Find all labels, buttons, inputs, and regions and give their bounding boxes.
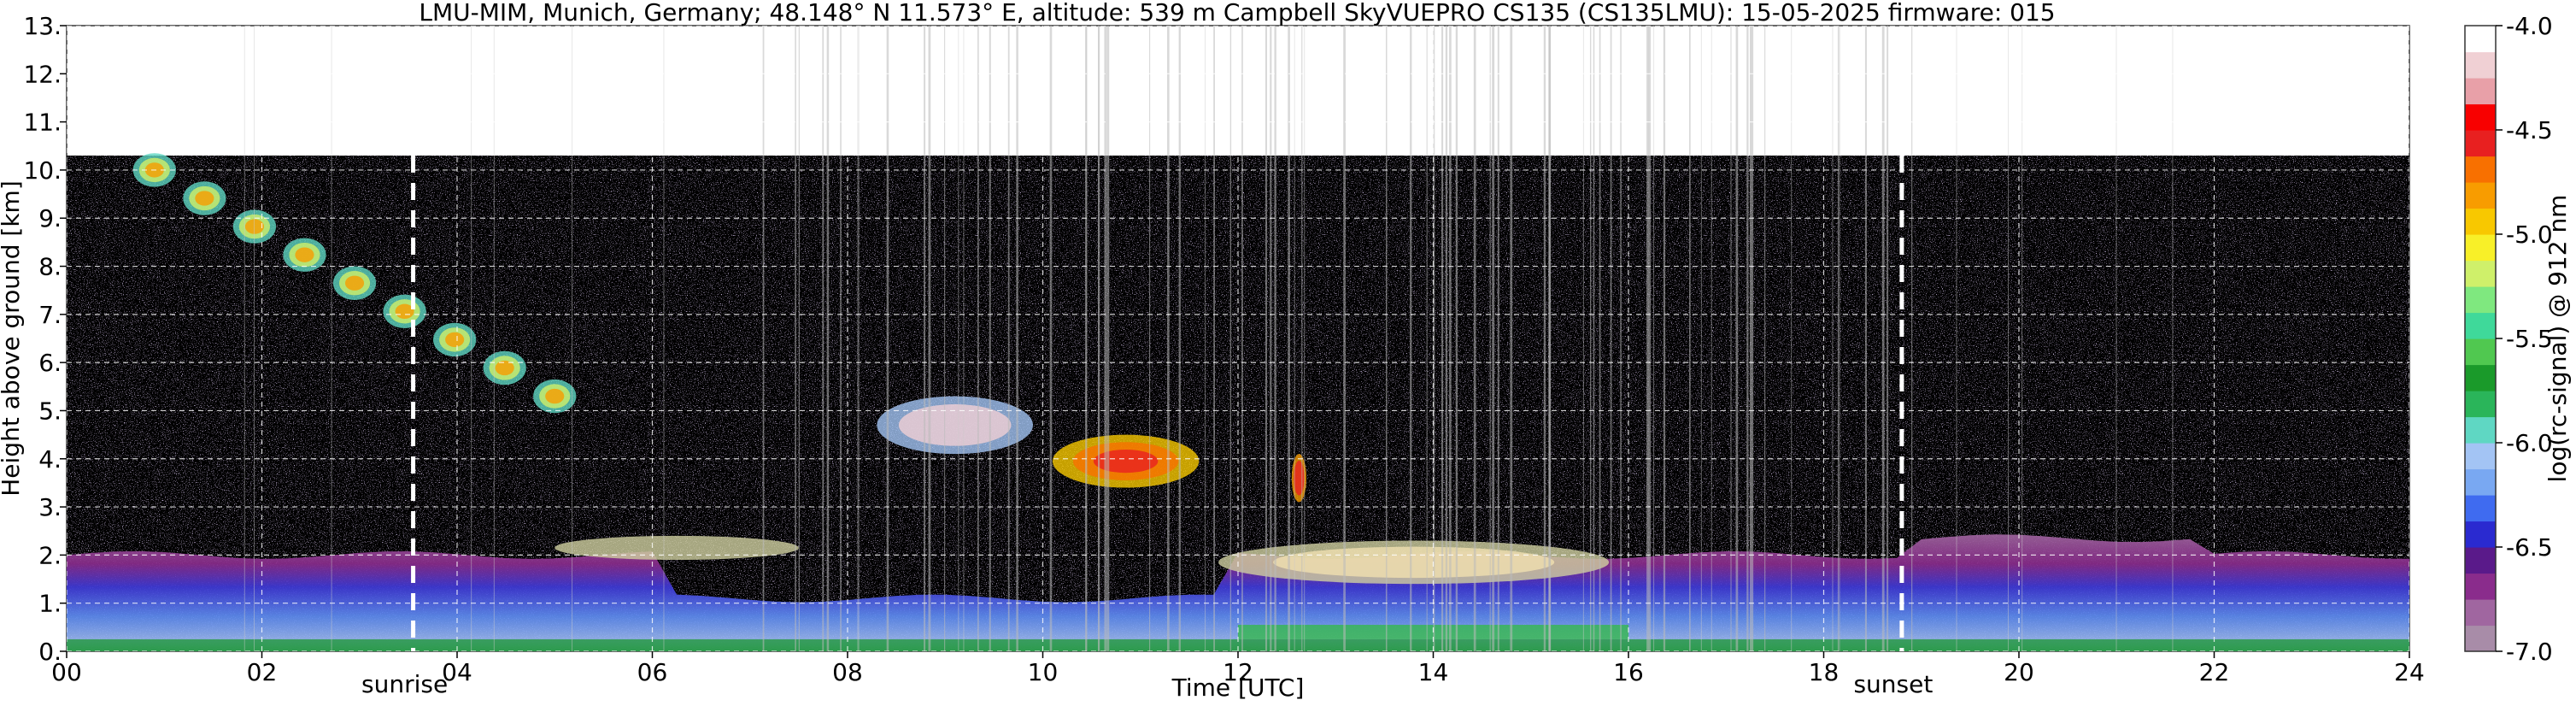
colorbar-swatch — [2465, 26, 2496, 53]
colorbar-swatch — [2465, 364, 2496, 391]
colorbar-swatch — [2465, 416, 2496, 444]
aerosol-layer — [555, 535, 799, 561]
colorbar-tick-label: -4.0 — [2506, 12, 2553, 40]
x-tick-label: 14 — [1418, 658, 1449, 686]
y-tick-label: 12. — [23, 60, 62, 88]
colorbar-swatch — [2465, 443, 2496, 470]
colorbar-swatch — [2465, 78, 2496, 105]
colorbar-swatch — [2465, 573, 2496, 600]
colorbar-swatch — [2465, 103, 2496, 131]
y-tick-label: 4. — [38, 445, 62, 474]
x-tick-label: 18 — [1809, 658, 1840, 686]
colorbar-tick-label: -7.0 — [2506, 638, 2553, 666]
colorbar-tick-label: -5.5 — [2506, 325, 2553, 353]
x-tick-label: 12 — [1223, 658, 1253, 686]
x-tick-label: 00 — [51, 658, 82, 686]
colorbar-swatch — [2465, 130, 2496, 157]
colorbar-swatch — [2465, 156, 2496, 183]
colorbar-swatch — [2465, 495, 2496, 522]
colorbar-swatch — [2465, 312, 2496, 339]
y-tick-label: 1. — [38, 590, 62, 618]
y-tick-label: 10. — [23, 156, 62, 185]
mid-level-cloud — [877, 396, 1034, 455]
colorbar-swatch — [2465, 182, 2496, 209]
colorbar-swatch — [2465, 286, 2496, 314]
colorbar-swatch — [2465, 260, 2496, 287]
x-tick-label: 22 — [2199, 658, 2230, 686]
cirrus-cell — [332, 266, 377, 300]
colorbar-swatch — [2465, 468, 2496, 496]
colorbar-swatch — [2465, 391, 2496, 418]
cirrus-cell — [283, 238, 326, 272]
colorbar-label: log(rc-signal) @ 912 nm — [2544, 195, 2572, 483]
x-tick-label: 06 — [637, 658, 668, 686]
x-tick-label: 16 — [1613, 658, 1644, 686]
x-tick-label: 08 — [832, 658, 863, 686]
y-axis-label: Height above ground [km] — [0, 180, 25, 497]
x-tick-label: 04 — [442, 658, 472, 686]
data-gaps — [244, 26, 2174, 651]
y-tick-label: 2. — [38, 541, 62, 569]
colorbar-swatch — [2465, 599, 2496, 627]
cirrus-cell — [483, 350, 526, 385]
colorbar-tick-label: -4.5 — [2506, 116, 2553, 144]
colorbar-swatch — [2465, 547, 2496, 574]
cirrus-cell — [533, 379, 577, 414]
x-tick-label: 20 — [2004, 658, 2034, 686]
colorbar-swatch — [2465, 625, 2496, 652]
sun-markers — [411, 156, 1904, 651]
colorbar: -4.0 -4.5 -5.0 -5.5 -6.0 -6.5 -7.0 — [2464, 12, 2553, 666]
y-tick-label: 11. — [23, 109, 62, 137]
y-tick-label: 9. — [38, 204, 62, 232]
colorbar-tick-label: -5.0 — [2506, 221, 2553, 249]
colorbar-tick-label: -6.5 — [2506, 533, 2553, 562]
colorbar-swatch — [2465, 521, 2496, 548]
y-tick-label: 3. — [38, 493, 62, 521]
colorbar-swatch — [2465, 51, 2496, 79]
y-tick-label: 0. — [38, 638, 62, 666]
colorbar-swatch — [2465, 208, 2496, 235]
cirrus-cell — [183, 181, 226, 215]
y-tick-label: 13. — [23, 12, 62, 40]
y-tick-label: 5. — [38, 397, 62, 425]
sunrise-label: sunrise — [361, 670, 448, 698]
colorbar-swatch — [2465, 234, 2496, 262]
y-tick-label: 6. — [38, 349, 62, 377]
y-tick-label: 7. — [38, 301, 62, 329]
cirrus-cell — [383, 294, 426, 329]
x-tick-label: 24 — [2394, 658, 2425, 686]
gridlines — [67, 26, 2409, 651]
x-tick-label: 02 — [247, 658, 278, 686]
y-tick-label: 8. — [38, 253, 62, 281]
x-axis-label: Time [UTC] — [1171, 674, 1305, 702]
mid-level-cloud-core — [1052, 434, 1200, 488]
colorbar-tick-label: -6.0 — [2506, 429, 2553, 457]
sunset-label: sunset — [1853, 670, 1933, 698]
chart-title: LMU-MIM, Munich, Germany; 48.148° N 11.5… — [419, 0, 2055, 26]
x-tick-label: 10 — [1028, 658, 1059, 686]
colorbar-swatch — [2465, 338, 2496, 366]
cirrus-cell — [433, 322, 477, 357]
